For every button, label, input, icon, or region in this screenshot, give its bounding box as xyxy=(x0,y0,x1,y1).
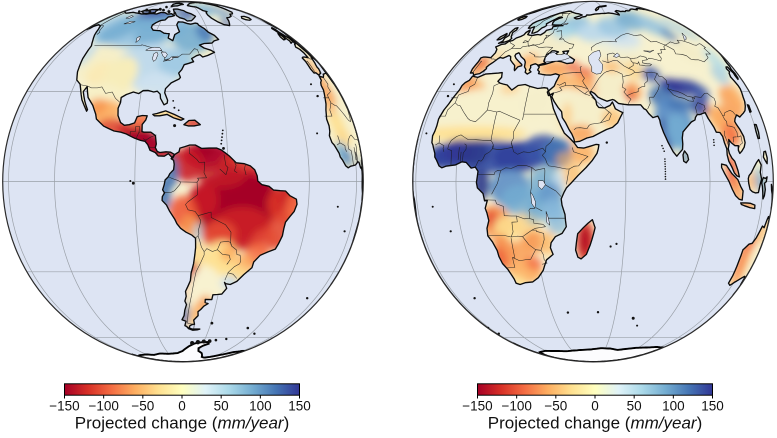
svg-text:0: 0 xyxy=(178,399,186,414)
svg-text:100: 100 xyxy=(662,399,685,414)
svg-text:150: 150 xyxy=(288,399,311,414)
svg-text:−150: −150 xyxy=(462,399,492,414)
svg-text:Projected change (mm/year): Projected change (mm/year) xyxy=(488,414,703,433)
svg-text:0: 0 xyxy=(591,399,599,414)
svg-text:−50: −50 xyxy=(131,399,154,414)
svg-text:−50: −50 xyxy=(544,399,567,414)
svg-text:−150: −150 xyxy=(49,399,79,414)
svg-text:50: 50 xyxy=(214,399,229,414)
svg-text:50: 50 xyxy=(627,399,642,414)
svg-text:−100: −100 xyxy=(88,399,118,414)
svg-text:Projected change (mm/year): Projected change (mm/year) xyxy=(75,414,290,433)
svg-text:150: 150 xyxy=(701,399,724,414)
svg-text:−100: −100 xyxy=(501,399,531,414)
svg-text:100: 100 xyxy=(249,399,272,414)
